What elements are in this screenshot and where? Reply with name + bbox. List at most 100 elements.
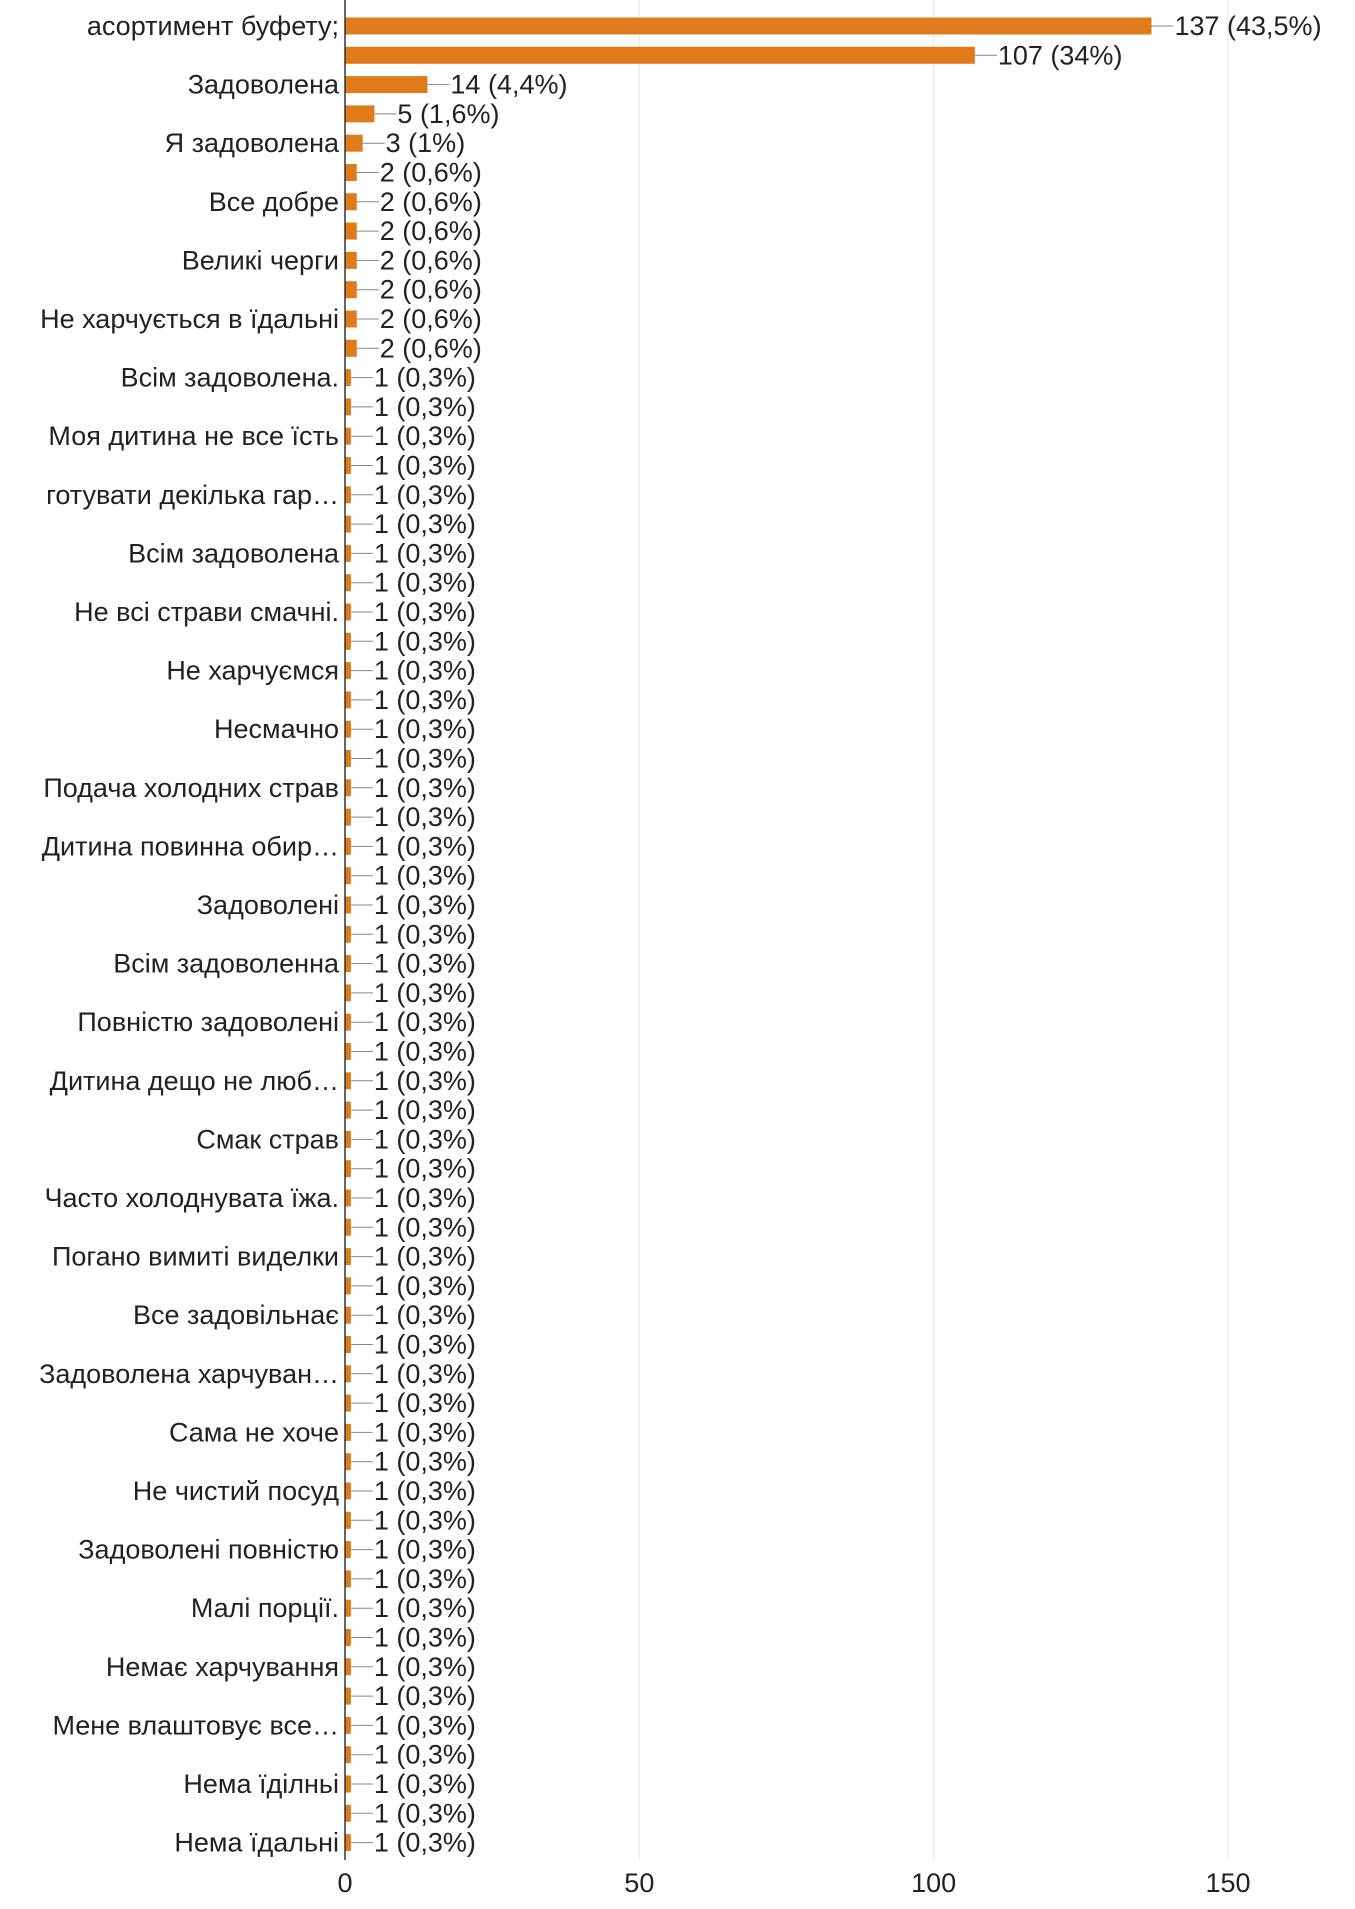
bar (345, 457, 351, 474)
bar (345, 750, 351, 767)
category-label: Нема їдальні (174, 1828, 339, 1858)
category-label: Смак страв (196, 1124, 339, 1154)
data-label: 3 (1%) (386, 128, 466, 158)
data-label: 1 (0,3%) (374, 1681, 476, 1711)
data-label: 1 (0,3%) (374, 949, 476, 979)
data-label: 1 (0,3%) (374, 1095, 476, 1125)
bar (345, 632, 351, 650)
category-label: Повністю задоволені (77, 1007, 339, 1037)
bar (345, 691, 351, 709)
bar (345, 1541, 351, 1559)
bar (345, 1775, 351, 1793)
data-label: 1 (0,3%) (374, 363, 476, 393)
category-label: Часто холоднувата їжа. (45, 1183, 339, 1213)
bar (345, 134, 363, 152)
data-label: 5 (1,6%) (397, 99, 499, 129)
data-label: 1 (0,3%) (374, 1300, 476, 1330)
data-label: 1 (0,3%) (374, 1183, 476, 1213)
grid-layer (638, 0, 1229, 1860)
bar (345, 1130, 351, 1148)
data-label: 1 (0,3%) (374, 1154, 476, 1184)
bar (345, 808, 351, 826)
label-layer: 0 50 100 150 137 (43,5%) асортимент буфету; 10… (39, 11, 1322, 1898)
bar-layer (345, 17, 1174, 1852)
data-label: 1 (0,3%) (374, 421, 476, 451)
bar (345, 1072, 351, 1090)
bar (345, 955, 351, 973)
x-tick-label: 50 (624, 1868, 654, 1898)
data-label: 2 (0,6%) (380, 187, 482, 217)
data-label: 1 (0,3%) (374, 568, 476, 598)
category-label: Всім задоволенна (113, 949, 340, 979)
data-label: 1 (0,3%) (374, 714, 476, 744)
data-label: 1 (0,3%) (374, 978, 476, 1008)
bar (345, 1834, 351, 1852)
bar (345, 837, 351, 855)
data-label: 1 (0,3%) (374, 1007, 476, 1037)
bar (345, 398, 351, 416)
category-label: Не всі страви смачні. (74, 597, 339, 627)
data-label: 1 (0,3%) (374, 1330, 476, 1360)
data-label: 107 (34%) (998, 40, 1123, 70)
category-label: Подача холодних страв (43, 773, 339, 803)
data-label: 14 (4,4%) (450, 70, 567, 100)
category-label: Задоволена харчуван… (39, 1359, 339, 1389)
category-label: Не харчуємся (166, 656, 339, 686)
bar (345, 17, 1152, 35)
bar (345, 1248, 351, 1266)
data-label: 2 (0,6%) (380, 304, 482, 334)
bar (345, 1160, 351, 1178)
bar (345, 779, 351, 797)
category-label: Задоволені (197, 890, 339, 920)
data-label: 1 (0,3%) (374, 1417, 476, 1447)
category-label: Мене влаштовує все… (52, 1710, 339, 1740)
bar (345, 574, 351, 592)
data-label: 1 (0,3%) (374, 392, 476, 422)
data-label: 1 (0,3%) (374, 1242, 476, 1272)
bar (345, 1687, 351, 1705)
data-label: 1 (0,3%) (374, 744, 476, 774)
x-tick-label: 150 (1205, 1868, 1250, 1898)
bar (345, 1365, 351, 1383)
data-label: 1 (0,3%) (374, 1212, 476, 1242)
bar (345, 1482, 351, 1500)
bar (345, 1658, 351, 1676)
bar (345, 339, 357, 357)
data-label: 1 (0,3%) (374, 861, 476, 891)
data-label: 1 (0,3%) (374, 1447, 476, 1477)
data-label: 1 (0,3%) (374, 538, 476, 568)
data-label: 2 (0,6%) (380, 275, 482, 305)
bar (345, 193, 357, 211)
bar (345, 720, 351, 738)
data-label: 1 (0,3%) (374, 1359, 476, 1389)
x-tick-label: 100 (911, 1868, 956, 1898)
category-label: Всім задоволена (128, 538, 340, 568)
bar (345, 1599, 351, 1617)
category-label: асортимент буфету; (87, 11, 339, 41)
category-label: Погано вимиті виделки (52, 1242, 339, 1272)
bar (345, 1336, 351, 1353)
bar (345, 105, 375, 123)
data-label: 2 (0,6%) (380, 245, 482, 275)
category-label: готувати декілька гар… (46, 480, 339, 510)
bar (345, 369, 351, 387)
bar (345, 1394, 351, 1412)
bar (345, 984, 351, 1002)
bar (345, 1013, 351, 1031)
bar (345, 544, 351, 562)
category-label: Я задоволена (165, 128, 340, 158)
data-label: 1 (0,3%) (374, 597, 476, 627)
category-label: Дитина дещо не люб… (50, 1066, 339, 1096)
bar (345, 1716, 351, 1734)
data-label: 1 (0,3%) (374, 890, 476, 920)
bar (345, 310, 357, 328)
bar (345, 867, 351, 885)
data-label: 1 (0,3%) (374, 802, 476, 832)
category-label: Великі черги (182, 245, 339, 275)
data-label: 1 (0,3%) (374, 1505, 476, 1535)
bar (345, 1306, 351, 1324)
data-label: 1 (0,3%) (374, 919, 476, 949)
bar (345, 164, 357, 181)
